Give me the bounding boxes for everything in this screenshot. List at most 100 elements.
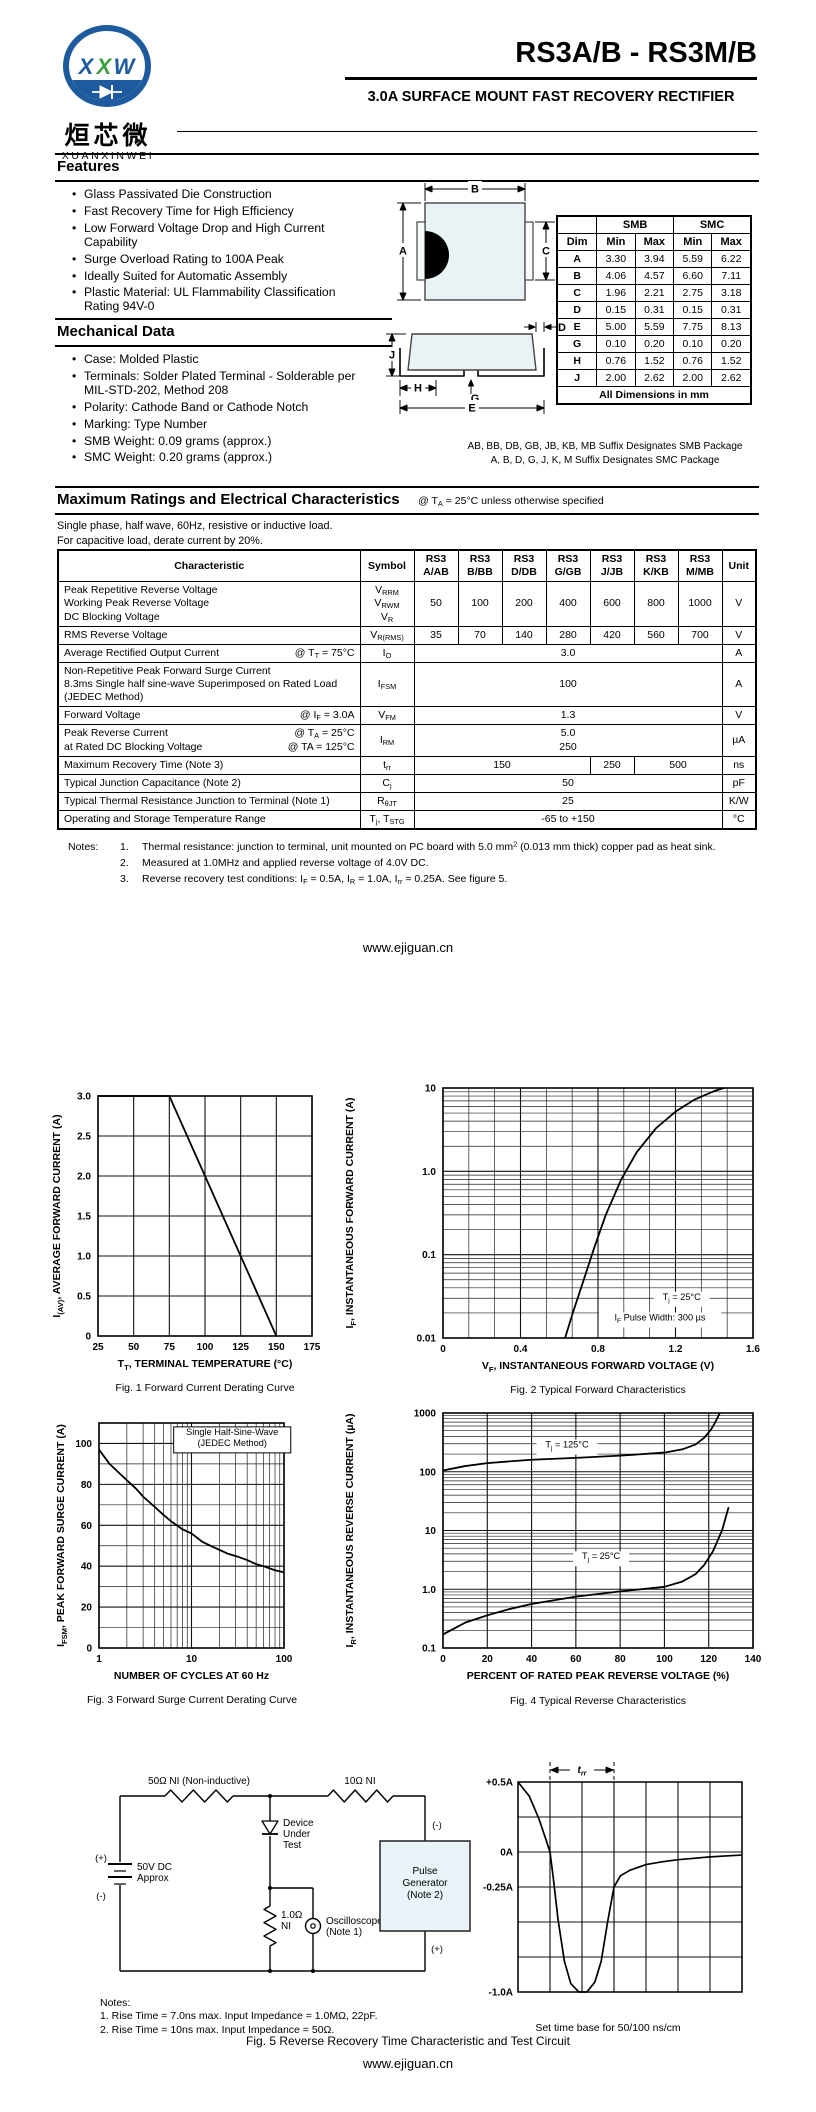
svg-text:Approx: Approx bbox=[137, 1873, 169, 1884]
feature-text: Ideally Suited for Automatic Assembly bbox=[84, 268, 288, 283]
resistor-r3 bbox=[263, 1905, 277, 1947]
note-number: 2. bbox=[120, 856, 129, 869]
svg-text:H: H bbox=[414, 383, 422, 395]
col-device: RS3 D/DB bbox=[501, 549, 547, 583]
svg-text:100: 100 bbox=[276, 1654, 293, 1665]
ratings-heading: Maximum Ratings and Electrical Character… bbox=[57, 491, 400, 508]
dim-cell: 0.76 bbox=[673, 352, 713, 370]
ratings-row: RMS Reverse Voltage VR(RMS) 35 70 140 280 420 5… bbox=[57, 625, 757, 645]
mechanical-item: • Polarity: Cathode Band or Cathode Notch bbox=[68, 400, 378, 415]
fig1-forward-current-derating: 25 50 75 100 125 150 175 0 0.5 1.0 1.5 2.0 2.5 3.0 TT,… bbox=[40, 1082, 370, 1395]
svg-text:(JEDEC Method): (JEDEC Method) bbox=[197, 1438, 266, 1448]
dim-cell: 3.94 bbox=[634, 250, 675, 268]
dim-cell: 2.00 bbox=[596, 369, 636, 387]
characteristic-name: Operating and Storage Temperature Range bbox=[64, 813, 266, 825]
dim-group-header: SMC bbox=[673, 215, 752, 234]
svg-text:X: X bbox=[95, 54, 113, 79]
dim-cell: 2.62 bbox=[634, 369, 675, 387]
svg-text:Oscilloscope: Oscilloscope bbox=[326, 1916, 383, 1927]
fig2-chart-svg: 0 0.4 0.8 1.2 1.6 0.01 0.1 1.0 10 Tj = 25°C IF Pul… bbox=[344, 1084, 760, 1374]
load-note: Single phase, half wave, 60Hz, resistive… bbox=[57, 520, 333, 532]
dim-cell: 5.59 bbox=[673, 250, 713, 268]
svg-text:0.01: 0.01 bbox=[417, 1334, 437, 1345]
mechanical-text: SMB Weight: 0.09 grams (approx.) bbox=[84, 433, 272, 448]
dim-cell: 0.31 bbox=[634, 301, 675, 319]
svg-text:20: 20 bbox=[81, 1603, 93, 1614]
svg-text:80: 80 bbox=[81, 1480, 93, 1491]
value-cell: 150 bbox=[413, 755, 591, 775]
mechanical-text: Marking: Type Number bbox=[84, 416, 208, 431]
bullet-glyph: • bbox=[72, 220, 77, 235]
svg-text:-1.0A: -1.0A bbox=[489, 1988, 513, 1999]
col-symbol: Symbol bbox=[359, 549, 415, 583]
characteristic-name: Non-Repetitive Peak Forward Surge Curren… bbox=[64, 664, 338, 704]
timebase-caption: Set time base for 50/100 ns/cm bbox=[535, 2022, 681, 2034]
unit-cell: A bbox=[721, 643, 757, 663]
svg-text:125: 125 bbox=[232, 1342, 249, 1353]
unit-cell: pF bbox=[721, 773, 757, 793]
feature-item: • Glass Passivated Die Construction bbox=[68, 187, 368, 202]
fig1-caption: Fig. 1 Forward Current Derating Curve bbox=[115, 1382, 295, 1394]
fig4-plot: 0 20 40 60 80 100 120 140 0.1 1.0 10 100 1000 Tj = 12… bbox=[333, 1393, 763, 1692]
svg-text:175: 175 bbox=[304, 1342, 321, 1353]
svg-text:0.1: 0.1 bbox=[422, 1250, 436, 1261]
unit-cell: V bbox=[721, 625, 757, 645]
fig4-chart-svg: 0 20 40 60 80 100 120 140 0.1 1.0 10 100 1000 Tj = 12… bbox=[344, 1409, 762, 1683]
note-item: 1. Thermal resistance: junction to termin… bbox=[120, 840, 782, 856]
svg-text:IR, INSTANTANEOUS REVERSE CURR: IR, INSTANTANEOUS REVERSE CURRENT (µA) bbox=[344, 1414, 358, 1648]
svg-text:Test: Test bbox=[283, 1840, 302, 1851]
value-cell: 5.0 250 bbox=[413, 724, 723, 757]
svg-text:1.6: 1.6 bbox=[746, 1344, 760, 1355]
mechanical-text: SMC Weight: 0.20 grams (approx.) bbox=[84, 450, 273, 465]
svg-text:3.0: 3.0 bbox=[77, 1092, 91, 1103]
svg-text:25: 25 bbox=[92, 1342, 104, 1353]
website-link[interactable]: www.ejiguan.cn bbox=[362, 940, 454, 955]
battery-icon bbox=[108, 1863, 132, 1885]
value-cell: 200 bbox=[501, 581, 547, 627]
suffix-note: AB, BB, DB, GB, JB, KB, MB Suffix Design… bbox=[467, 441, 743, 452]
symbol-cell: IFSM bbox=[359, 661, 415, 708]
dim-cell: 2.21 bbox=[634, 284, 675, 302]
svg-text:(Note 1): (Note 1) bbox=[326, 1927, 362, 1938]
bullet-glyph: • bbox=[72, 368, 77, 383]
ratings-row: Maximum Recovery Time (Note 3) trr 150 250 5… bbox=[57, 755, 757, 775]
feature-text: Low Forward Voltage Drop and High Curren… bbox=[84, 220, 325, 249]
ratings-row: Peak Reverse Current at Rated DC Blocking… bbox=[57, 724, 757, 757]
characteristic-name: RMS Reverse Voltage bbox=[64, 628, 168, 641]
features-section-header: Features bbox=[55, 153, 759, 182]
ratings-row: Typical Thermal Resistance Junction to T… bbox=[57, 791, 757, 812]
svg-text:NUMBER OF CYCLES AT 60 Hz: NUMBER OF CYCLES AT 60 Hz bbox=[114, 1670, 269, 1682]
svg-text:100: 100 bbox=[197, 1342, 214, 1353]
dim-cell: 7.11 bbox=[711, 267, 752, 285]
value-cell: 800 bbox=[633, 581, 679, 627]
dim-cell: 6.60 bbox=[673, 267, 713, 285]
dim-cell: 0.10 bbox=[673, 335, 713, 353]
svg-text:NI: NI bbox=[281, 1921, 291, 1932]
value-cell: 600 bbox=[589, 581, 635, 627]
value-cell: 140 bbox=[501, 625, 547, 645]
suffix-note: A, B, D, G, J, K, M Suffix Designates SM… bbox=[490, 455, 720, 466]
bullet-glyph: • bbox=[72, 433, 77, 448]
svg-text:150: 150 bbox=[268, 1342, 285, 1353]
symbol-cell: VFM bbox=[359, 706, 415, 726]
ratings-table-el: Characteristic Symbol RS3 A/AB RS3 B/BB RS3 D/D… bbox=[57, 549, 757, 831]
characteristic-name: Peak Repetitive Reverse Voltage Working P… bbox=[64, 584, 218, 623]
svg-text:1.0: 1.0 bbox=[77, 1252, 91, 1263]
fig3-chart-svg: 1 10 100 0 20 40 60 80 100 Single Half-Sine-Wave(… bbox=[55, 1422, 293, 1682]
dim-cell: 0.76 bbox=[596, 352, 636, 370]
dim-table-footer: All Dimensions in mm bbox=[556, 386, 752, 405]
dim-cell: 0.15 bbox=[673, 301, 713, 319]
dim-cell: 1.52 bbox=[711, 352, 752, 370]
svg-text:Single Half-Sine-Wave: Single Half-Sine-Wave bbox=[186, 1427, 278, 1437]
page-title: RS3A/B - RS3M/B bbox=[515, 37, 757, 69]
svg-text:1.2: 1.2 bbox=[669, 1344, 683, 1355]
svg-text:1: 1 bbox=[96, 1654, 102, 1665]
value-cell: 500 bbox=[633, 755, 723, 775]
svg-text:1000: 1000 bbox=[414, 1409, 437, 1420]
load-note: For capacitive load, derate current by 2… bbox=[57, 534, 263, 547]
website-link-footer[interactable]: www.ejiguan.cn bbox=[362, 2056, 454, 2071]
dim-cell: 8.13 bbox=[711, 318, 752, 336]
circuit-note-line: Notes: bbox=[100, 1997, 131, 2009]
fig2-forward-characteristics: 0 0.4 0.8 1.2 1.6 0.01 0.1 1.0 10 Tj = 25°C IF Pul… bbox=[333, 1076, 763, 1397]
